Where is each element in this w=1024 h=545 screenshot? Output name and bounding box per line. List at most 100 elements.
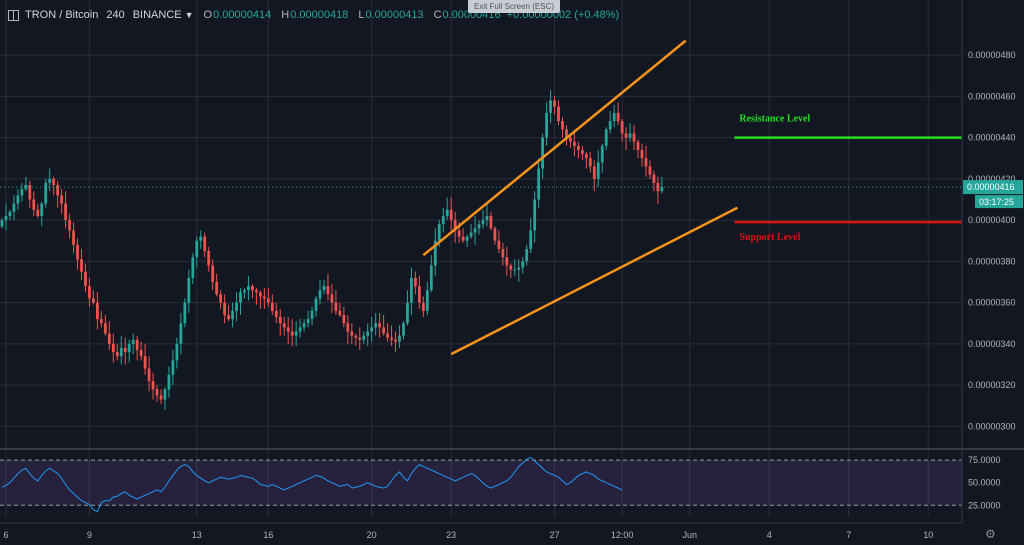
chart-header: TRON / Bitcoin 240 BINANCE ▼ O 0.0000041… <box>8 6 619 24</box>
candle-body <box>28 185 32 200</box>
candle-body <box>588 158 592 167</box>
candle-body <box>612 112 616 122</box>
open-label: O <box>203 9 213 21</box>
price-tick-label: 0.00000440 <box>968 133 1016 143</box>
candle-body <box>171 360 175 375</box>
price-tick-label: 0.00000460 <box>968 91 1016 101</box>
exit-fullscreen-button[interactable]: Exit Full Screen (ESC) <box>468 0 560 13</box>
candle-body <box>421 302 425 311</box>
candle-body <box>64 203 67 221</box>
rsi-line <box>1 456 623 513</box>
candle-body <box>76 244 79 260</box>
candle-body <box>92 298 95 303</box>
candle-body <box>40 203 44 216</box>
candle-body <box>580 149 584 155</box>
candle-body <box>497 240 501 249</box>
candle-body <box>80 259 83 272</box>
candle-body <box>115 352 119 357</box>
candle-body <box>147 368 151 381</box>
high-label: H <box>281 9 290 21</box>
candle-body <box>187 277 191 303</box>
candle-body <box>533 199 537 231</box>
candle-body <box>656 182 660 192</box>
candle-body <box>358 337 362 340</box>
candle-body <box>600 145 604 163</box>
candle-body <box>517 267 521 270</box>
time-tick-label: 16 <box>263 530 273 540</box>
candle-body <box>143 356 147 369</box>
candle-body <box>155 389 159 396</box>
candle-body <box>640 149 644 159</box>
candle-body <box>433 240 437 266</box>
candle-body <box>561 121 564 130</box>
timeframe[interactable]: 240 <box>106 9 125 21</box>
time-tick-label: 27 <box>550 530 560 540</box>
candle-body <box>334 302 338 311</box>
candle-body <box>394 339 397 342</box>
candle-body <box>282 323 286 328</box>
channel-lower-line[interactable] <box>450 206 738 356</box>
symbol-name[interactable]: TRON / Bitcoin <box>25 9 99 21</box>
candle-body <box>350 331 354 336</box>
candle-body <box>362 335 366 340</box>
candle-body <box>167 374 171 390</box>
price-tick-label: 0.00000420 <box>968 174 1016 184</box>
candle-body <box>342 314 346 324</box>
candle-body <box>203 236 207 252</box>
candle-body <box>88 286 91 299</box>
candle-body <box>72 230 75 245</box>
candle-body <box>537 168 541 200</box>
candle-body <box>390 337 393 340</box>
rsi-tick-label: 25.0000 <box>968 500 1001 510</box>
candle-body <box>469 232 473 237</box>
candle-body <box>644 158 648 167</box>
candle-body <box>270 302 274 311</box>
candle-body <box>235 302 238 311</box>
gear-icon[interactable]: ⚙ <box>985 527 996 541</box>
layout-icon[interactable] <box>8 9 19 21</box>
candle-body <box>175 343 179 361</box>
candle-body <box>68 220 71 231</box>
candle-body <box>219 294 223 303</box>
candle-body <box>648 166 652 175</box>
candle-body <box>99 319 103 324</box>
candle-body <box>513 269 517 271</box>
candle-body <box>107 333 111 344</box>
candle-body <box>549 100 552 113</box>
candle-body <box>231 310 234 320</box>
drawings[interactable]: Resistance Level Support Level <box>422 39 962 356</box>
candle-body <box>294 331 298 336</box>
time-tick-label: 7 <box>846 530 851 540</box>
candle-body <box>16 195 20 204</box>
candle-body <box>489 215 493 229</box>
time-tick-label: 20 <box>367 530 377 540</box>
candle-body <box>139 350 143 357</box>
candle-body <box>326 286 330 295</box>
candle-body <box>402 323 405 336</box>
chevron-down-icon[interactable]: ▼ <box>184 10 194 20</box>
candle-body <box>473 228 477 233</box>
time-tick-label: 4 <box>767 530 772 540</box>
candle-body <box>163 389 167 400</box>
candle-body <box>437 224 441 241</box>
candle-body <box>179 323 183 344</box>
channel-upper-line[interactable] <box>422 39 687 257</box>
candle-body <box>298 327 302 332</box>
candle-body <box>485 215 489 221</box>
candle-body <box>465 236 469 241</box>
candle-body <box>545 112 548 138</box>
candle-body <box>314 298 318 311</box>
candle-body <box>386 333 389 338</box>
candle-body <box>374 323 378 328</box>
candle-body <box>620 121 624 134</box>
candle-body <box>652 174 656 183</box>
candle-body <box>501 248 505 258</box>
candle-body <box>565 129 568 138</box>
candle-body <box>4 215 8 221</box>
candle-body <box>429 265 433 291</box>
candle-body <box>592 166 596 179</box>
candle-body <box>521 261 525 268</box>
candle-body <box>20 189 24 196</box>
